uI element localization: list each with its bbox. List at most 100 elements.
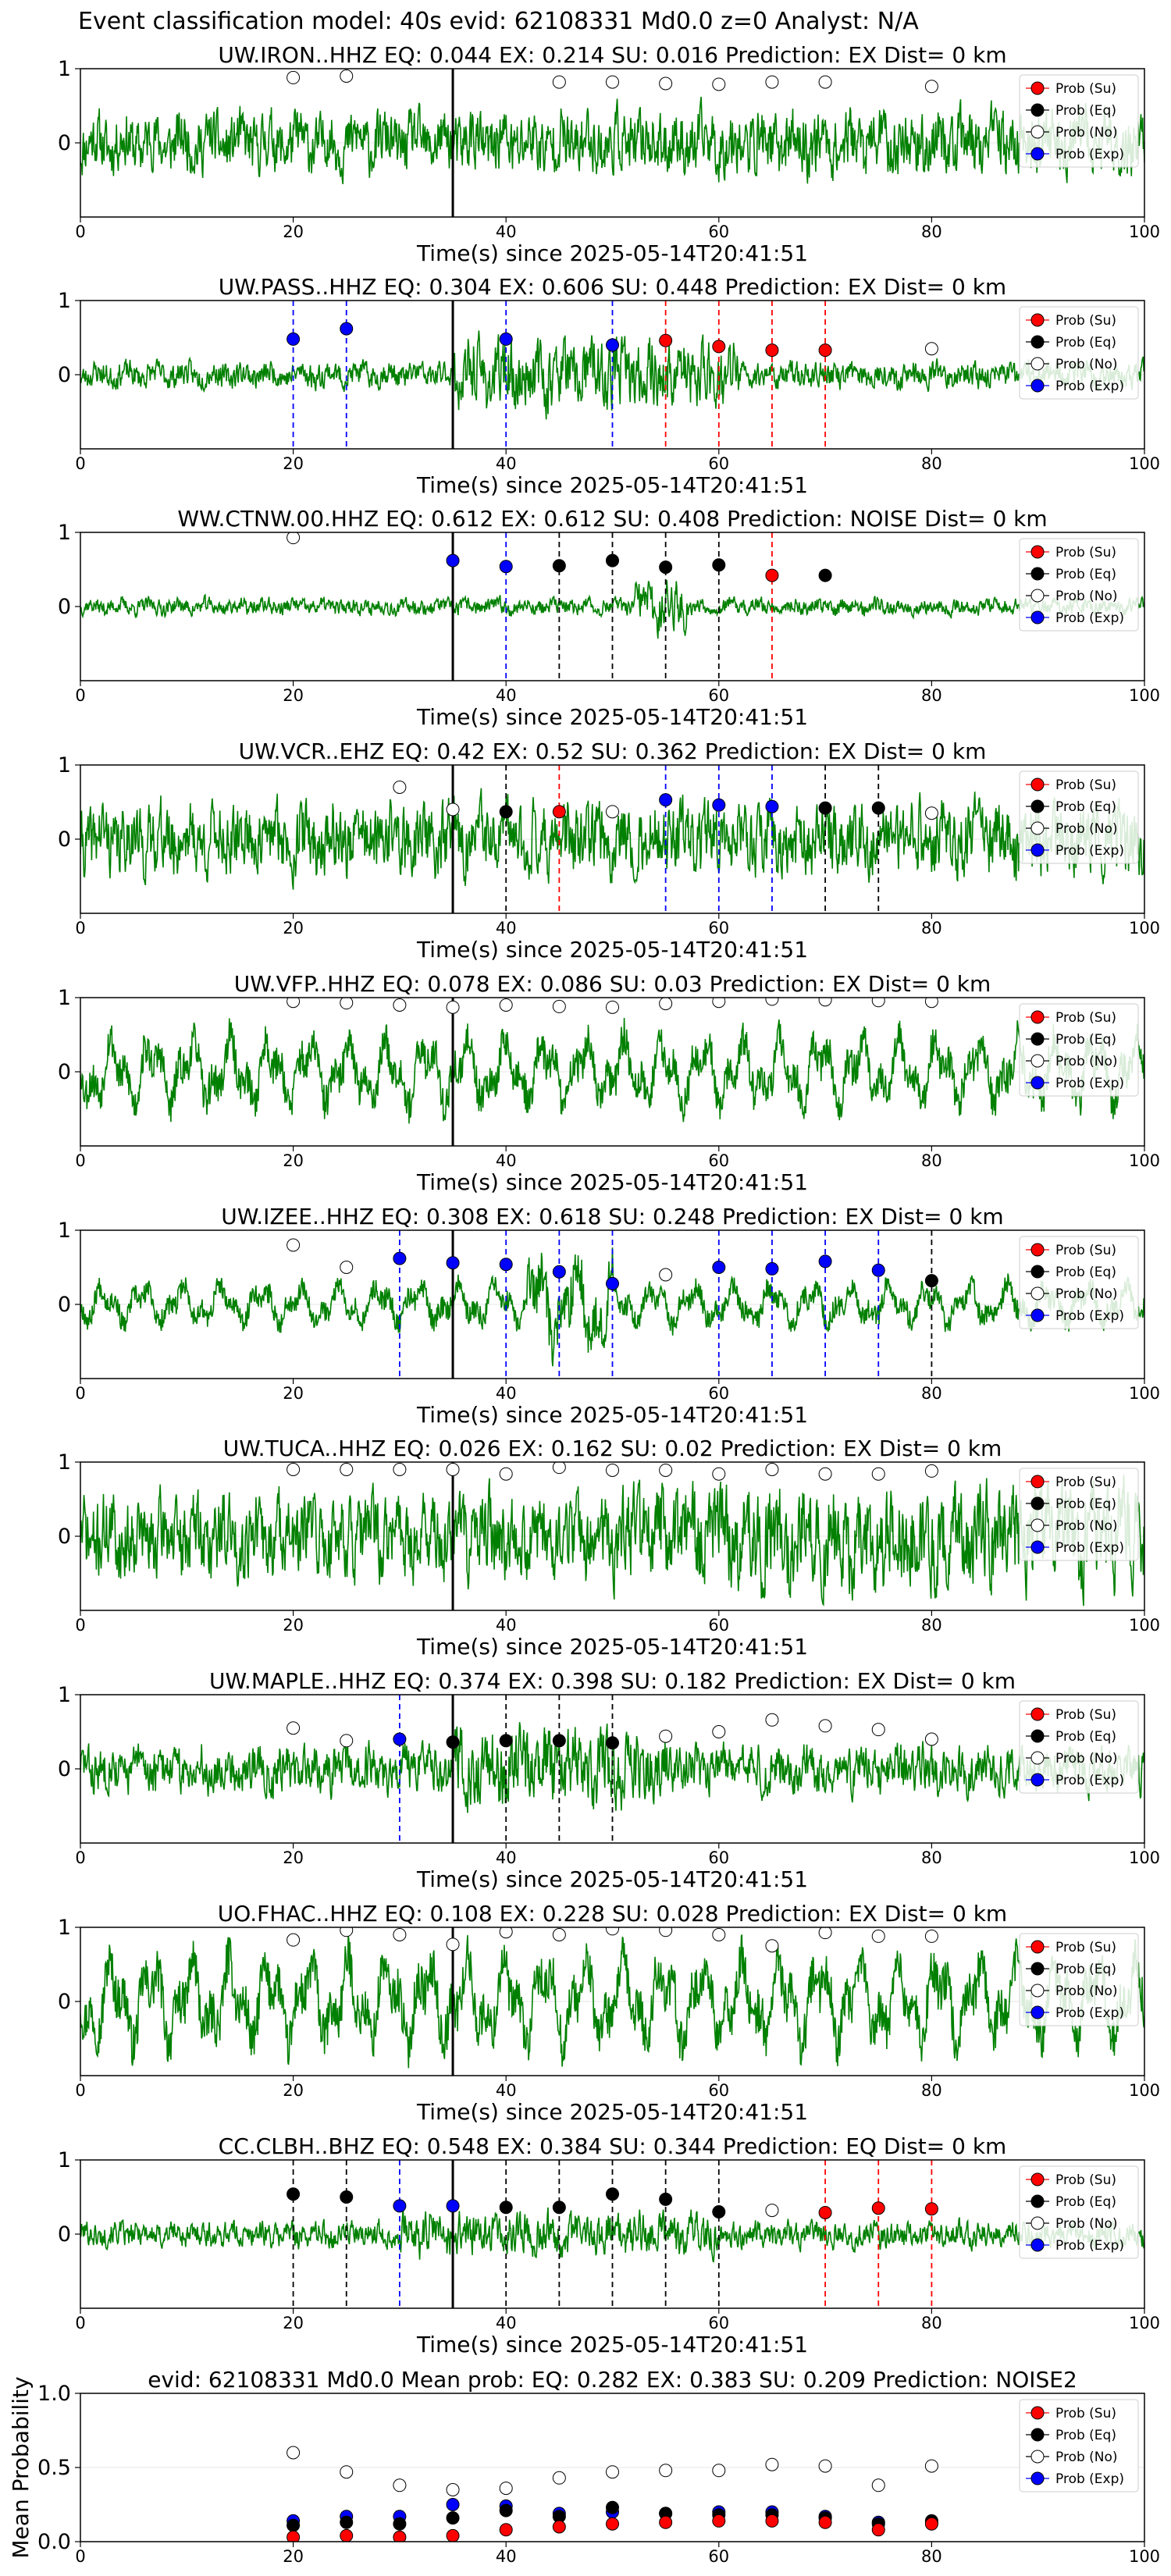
legend-box (1019, 2165, 1139, 2259)
legend-marker-eq (1030, 2428, 1045, 2442)
prob-marker-exp (287, 332, 301, 346)
legend-box (1019, 770, 1139, 864)
prob-marker-no (818, 75, 832, 89)
legend-label-exp: Prob (Exp) (1055, 610, 1124, 626)
prob-marker-exp (393, 1732, 407, 1746)
legend-label-eq: Prob (Eq) (1055, 335, 1116, 350)
x-tick-label: 100 (1129, 1616, 1160, 1635)
y-tick-label: 1 (58, 1683, 71, 1707)
panel-title: UW.PASS..HHZ EQ: 0.304 EX: 0.606 SU: 0.4… (219, 274, 1006, 300)
x-tick-label: 60 (708, 1616, 729, 1635)
y-tick-label: 0 (58, 595, 71, 619)
prob-marker-no (712, 1467, 726, 1481)
y-tick-label: 1 (58, 2148, 71, 2172)
mean-prob-marker-su (340, 2528, 354, 2542)
prob-marker-no (871, 998, 885, 1008)
mean-prob-marker-exp (446, 2498, 460, 2511)
legend-marker-su (1030, 1243, 1045, 1257)
x-tick-label: 100 (1129, 2314, 1160, 2332)
y-tick-label: 0 (58, 1060, 71, 1084)
legend-marker-eq (1030, 1496, 1045, 1510)
prob-marker-no (765, 2204, 779, 2218)
prob-marker-eq (712, 2205, 726, 2218)
legend-label-eq: Prob (Eq) (1055, 2428, 1116, 2443)
x-tick-label: 20 (283, 1151, 304, 1170)
panel-6: UW.IZEE..HHZ EQ: 0.308 EX: 0.618 SU: 0.2… (58, 1204, 1160, 1428)
legend-marker-no (1030, 1751, 1045, 1765)
legend-label-eq: Prob (Eq) (1055, 1265, 1116, 1280)
legend-marker-no (1030, 589, 1045, 603)
legend-box (1019, 74, 1139, 168)
x-tick-label: 80 (921, 222, 942, 241)
waveform-trace (80, 1475, 1144, 1606)
x-tick-label: 0 (75, 2314, 85, 2332)
legend-label-eq: Prob (Eq) (1055, 2194, 1116, 2210)
legend-label-su: Prob (Su) (1055, 2406, 1116, 2421)
x-tick-label: 0 (75, 686, 85, 705)
prob-marker-exp (606, 1276, 619, 1290)
prob-marker-no (606, 1000, 619, 1014)
legend-label-su: Prob (Su) (1055, 545, 1116, 560)
prob-marker-no (393, 781, 407, 794)
mean-prob-marker-no (499, 2482, 513, 2496)
panel-1: UW.IRON..HHZ EQ: 0.044 EX: 0.214 SU: 0.0… (58, 42, 1160, 266)
prob-marker-no (659, 1268, 673, 1282)
plot-area (80, 765, 1144, 913)
prob-marker-exp (765, 1261, 779, 1276)
x-tick-label: 0 (75, 1848, 85, 1867)
waveform-trace (80, 1017, 1144, 1124)
prob-marker-eq (552, 1734, 566, 1748)
plot-area (80, 69, 1144, 217)
prob-marker-no (712, 998, 726, 1009)
prob-marker-no (871, 1723, 885, 1737)
prob-marker-no (499, 1467, 513, 1481)
waveform-trace (80, 96, 1144, 184)
x-tick-label: 40 (496, 919, 517, 938)
legend-label-eq: Prob (Eq) (1055, 1962, 1116, 1977)
figure-title: Event classification model: 40s evid: 62… (78, 8, 919, 35)
prob-marker-eq (659, 2192, 673, 2206)
legend-marker-exp (1030, 379, 1045, 393)
legend-label-no: Prob (No) (1055, 2450, 1118, 2465)
prob-marker-no (924, 1732, 938, 1746)
legend-marker-exp (1030, 1773, 1045, 1787)
x-tick-label: 60 (708, 2547, 729, 2566)
panel-title: evid: 62108331 Md0.0 Mean prob: EQ: 0.28… (148, 2367, 1077, 2393)
prob-marker-exp (871, 1263, 885, 1277)
legend-label-su: Prob (Su) (1055, 2172, 1116, 2188)
legend-marker-su (1030, 777, 1045, 792)
x-tick-label: 0 (75, 1616, 85, 1635)
mean-prob-marker-eq (393, 2517, 407, 2531)
y-tick-label: 1 (58, 1916, 71, 1940)
x-tick-label: 60 (708, 1848, 729, 1867)
prob-marker-no (659, 1729, 673, 1743)
mean-prob-marker-su (393, 2530, 407, 2542)
legend-label-exp: Prob (Exp) (1055, 1308, 1124, 1324)
legend-marker-eq (1030, 2194, 1045, 2208)
prob-marker-no (393, 998, 407, 1012)
plot-area (80, 1695, 1144, 1843)
prob-marker-exp (499, 560, 513, 574)
legend-marker-exp (1030, 2238, 1045, 2252)
x-tick-label: 80 (921, 1848, 942, 1867)
y-tick-label: 1.0 (37, 2382, 71, 2406)
y-tick-label: 0 (58, 1293, 71, 1317)
legend-label-no: Prob (No) (1055, 125, 1118, 141)
mean-prob-marker-eq (340, 2515, 354, 2529)
x-tick-label: 0 (75, 454, 85, 473)
legend-marker-exp (1030, 843, 1045, 857)
prob-marker-no (871, 1467, 885, 1481)
x-tick-label: 40 (496, 2314, 517, 2332)
y-tick-label: 0.5 (37, 2456, 71, 2480)
prob-marker-no (606, 1927, 619, 1936)
prob-marker-no (446, 1000, 460, 1014)
panel-title: UW.IZEE..HHZ EQ: 0.308 EX: 0.618 SU: 0.2… (221, 1204, 1003, 1229)
x-tick-label: 0 (75, 222, 85, 241)
prob-marker-eq (606, 553, 619, 568)
prob-marker-no (393, 1928, 407, 1941)
x-tick-label: 60 (708, 1151, 729, 1170)
mean-prob-marker-no (871, 2478, 885, 2492)
mean-prob-marker-su (765, 2514, 779, 2528)
prob-marker-eq (606, 2187, 619, 2201)
